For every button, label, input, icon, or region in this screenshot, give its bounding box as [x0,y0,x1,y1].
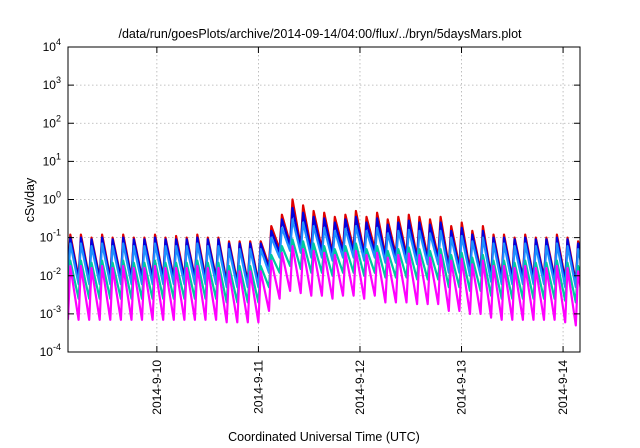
x-tick-label: 2014-9-10 [150,360,164,415]
y-tick-label-exponent: -3 [53,304,61,314]
y-tick-label-base: 10 [40,345,54,359]
chart-series-group [68,198,580,327]
y-tick-label: 102 [43,113,61,130]
y-tick-label-exponent: 1 [56,151,61,161]
y-tick-label-base: 10 [40,269,54,283]
y-tick-label: 10-3 [40,304,61,321]
x-tick-label: 2014-9-12 [353,360,367,415]
y-tick-label-base: 10 [43,40,57,54]
series-line-5 [68,245,580,327]
x-tick-label: 2014-9-13 [455,360,469,415]
x-tick-label: 2014-9-11 [251,360,265,414]
y-tick-label-base: 10 [40,307,54,321]
y-tick-label-base: 10 [43,78,57,92]
y-tick-label-exponent: 2 [56,113,61,123]
x-axis-ticks: 2014-9-10 2014-9-11 2014-9-12 2014-9-13 2014… [150,47,570,415]
y-axis-label: cSv/day [23,177,37,222]
y-tick-label-exponent: -1 [53,228,61,238]
y-tick-label-base: 10 [43,116,57,130]
y-tick-label-exponent: -2 [53,266,61,276]
y-tick-label-exponent: 3 [56,75,61,85]
x-tick-label: 2014-9-14 [556,360,570,415]
y-tick-label-base: 10 [43,193,57,207]
y-tick-label-exponent: 0 [56,190,61,200]
y-tick-label: 101 [43,151,61,168]
y-tick-label: 100 [43,190,61,207]
y-tick-label-base: 10 [43,154,57,168]
y-tick-label-base: 10 [40,231,54,245]
y-tick-label: 10-2 [40,266,61,283]
y-tick-label: 104 [43,37,61,54]
x-axis-label: Coordinated Universal Time (UTC) [228,430,420,444]
chart-title: /data/run/goesPlots/archive/2014-09-14/0… [118,27,522,41]
y-tick-label-exponent: 4 [56,37,61,47]
y-tick-label: 103 [43,75,61,92]
y-tick-label: 10-4 [40,342,61,359]
y-tick-label: 10-1 [40,228,61,245]
y-tick-label-exponent: -4 [53,342,61,352]
